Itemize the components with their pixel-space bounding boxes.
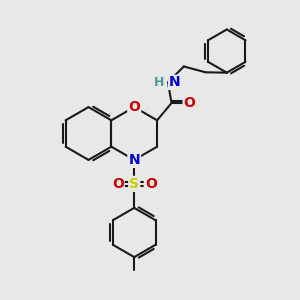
- Text: N: N: [128, 153, 140, 167]
- Text: O: O: [112, 177, 124, 191]
- Text: N: N: [169, 75, 180, 89]
- Text: O: O: [184, 96, 196, 110]
- Text: H: H: [154, 76, 164, 89]
- Text: S: S: [129, 177, 139, 191]
- Text: O: O: [128, 100, 140, 114]
- Text: O: O: [145, 177, 157, 191]
